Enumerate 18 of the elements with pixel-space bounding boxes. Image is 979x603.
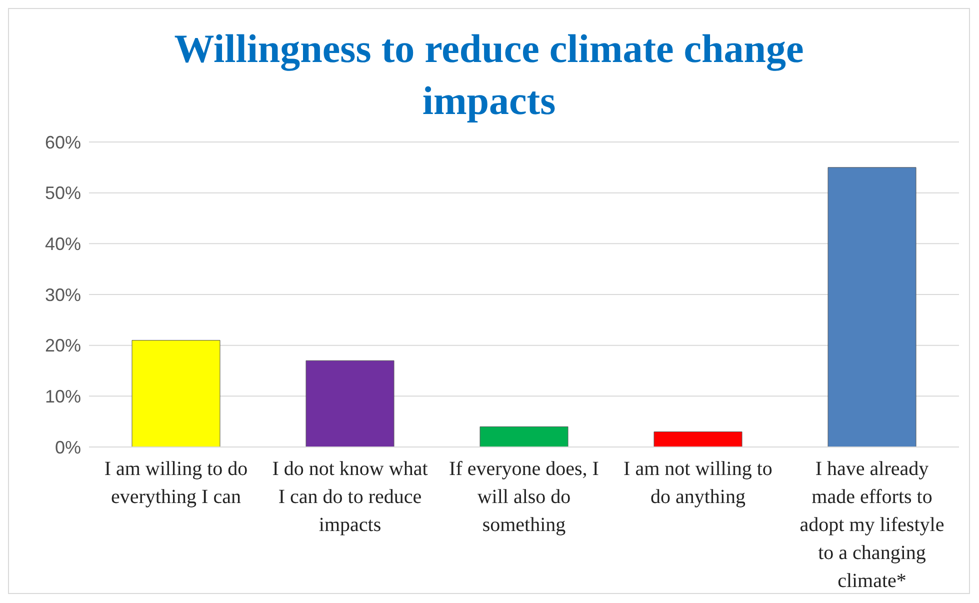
bar [132, 340, 220, 447]
x-tick-label: I have already made efforts to adopt my lifestyle to a changing climate* [800, 458, 944, 592]
x-tick-label: I am willing to do everything I can [104, 458, 248, 508]
bar [654, 432, 742, 447]
y-tick-label: 10% [44, 386, 81, 407]
y-tick-label: 30% [44, 284, 81, 305]
x-tick-label: If everyone does, I will also do something [449, 458, 599, 536]
y-tick-label: 40% [44, 234, 81, 254]
bar [828, 167, 916, 447]
y-tick-label: 60% [44, 132, 81, 152]
chart-title: Willingness to reduce climate change impacts [173, 25, 805, 125]
y-tick-label: 50% [44, 183, 81, 204]
y-tick-label: 0% [54, 437, 81, 458]
bar [480, 426, 568, 447]
x-tick-label: I am not willing to do anything [624, 458, 772, 508]
bar [306, 360, 394, 447]
y-tick-label: 20% [44, 336, 81, 356]
x-tick-label: I do not know what I can do to reduce impacts [272, 458, 428, 536]
